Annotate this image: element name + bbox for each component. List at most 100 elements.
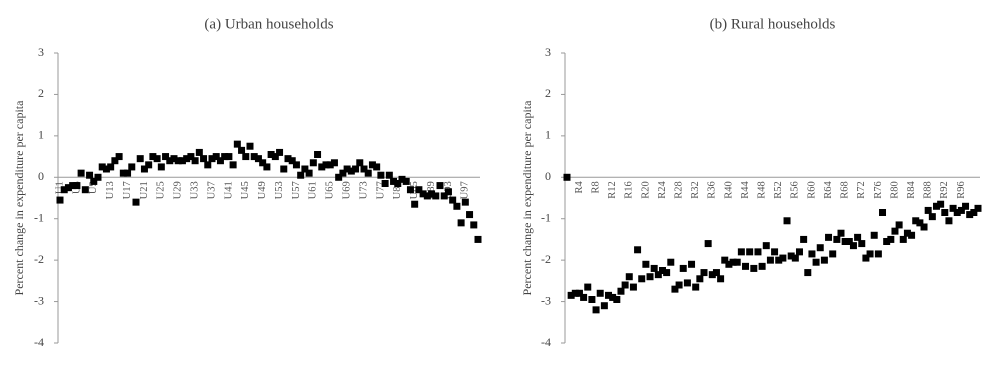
point (314, 151, 322, 158)
point (879, 209, 887, 216)
point (928, 213, 936, 221)
x-tick-label: R12 (607, 181, 618, 199)
point (617, 287, 625, 295)
point (187, 153, 195, 161)
point (394, 180, 402, 187)
point (242, 153, 250, 161)
point (183, 155, 191, 163)
point (870, 231, 878, 239)
x-tick-label: U29 (173, 181, 184, 199)
y-tick-label: -1 (541, 210, 551, 224)
point (411, 200, 419, 208)
point (841, 238, 849, 245)
point (717, 275, 725, 283)
point (301, 165, 309, 173)
x-tick-label: R40 (723, 181, 734, 199)
point (605, 291, 613, 299)
y-tick-label: -3 (34, 293, 44, 307)
point (466, 211, 474, 219)
point (115, 153, 123, 161)
point (86, 171, 94, 179)
point (140, 165, 148, 173)
x-tick-label: R64 (823, 181, 834, 199)
point (658, 267, 666, 274)
y-tick-label: 0 (545, 169, 551, 183)
point (415, 186, 423, 194)
point (571, 289, 579, 297)
point (271, 153, 279, 161)
point (166, 157, 174, 165)
point (356, 159, 364, 167)
point (903, 229, 911, 237)
point (625, 273, 633, 281)
point (845, 238, 853, 245)
point (804, 269, 812, 277)
x-tick-label: U97 (460, 181, 471, 199)
point (102, 165, 110, 173)
point (953, 209, 961, 216)
point (398, 175, 406, 183)
point (671, 285, 679, 293)
point (970, 209, 978, 216)
point (107, 163, 115, 171)
x-tick-label: R84 (906, 181, 917, 199)
point (318, 163, 326, 171)
point (297, 171, 305, 179)
y-axis-label: Percent change in expenditure per capita (520, 100, 534, 296)
x-tick-label: R48 (757, 181, 768, 199)
point (675, 281, 683, 289)
point (567, 291, 575, 299)
x-tick-label: U37 (206, 181, 217, 199)
panel-title: (a) Urban households (204, 16, 333, 32)
point (284, 155, 292, 163)
point (920, 223, 928, 231)
x-tick-label: R88 (923, 181, 934, 199)
point (402, 177, 410, 185)
point (436, 182, 444, 190)
point (966, 211, 974, 219)
point (642, 260, 650, 268)
point (204, 161, 212, 169)
point (721, 256, 729, 264)
point (60, 186, 68, 194)
point (592, 306, 600, 314)
point (609, 293, 617, 301)
x-tick-label: R16 (624, 181, 635, 199)
point (162, 153, 170, 161)
point (292, 161, 300, 169)
point (254, 155, 262, 163)
point (440, 192, 448, 200)
point (862, 254, 870, 262)
point (688, 260, 696, 268)
point (791, 254, 799, 262)
point (737, 248, 745, 256)
x-tick-label: U77 (375, 181, 386, 199)
point (119, 169, 127, 177)
point (276, 148, 284, 156)
point (858, 240, 866, 248)
x-tick-label: R68 (840, 181, 851, 199)
point (638, 275, 646, 283)
point (758, 262, 766, 270)
x-tick-label: U41 (223, 181, 234, 199)
point (816, 244, 824, 252)
x-tick-label: R52 (773, 181, 784, 199)
x-tick-label: U61 (308, 181, 319, 199)
x-tick-label: R36 (707, 181, 718, 199)
point (368, 161, 376, 169)
point (124, 169, 132, 177)
point (145, 161, 153, 169)
point (267, 151, 275, 158)
point (812, 258, 820, 266)
y-tick-label: 0 (38, 169, 44, 183)
point (233, 140, 241, 148)
point (216, 157, 224, 165)
y-tick-label: -2 (34, 252, 44, 266)
point (937, 200, 945, 208)
x-tick-label: R56 (790, 181, 801, 199)
x-tick-label: R20 (640, 181, 651, 199)
point (238, 146, 246, 154)
x-tick-label: U53 (274, 181, 285, 199)
point (712, 269, 720, 277)
